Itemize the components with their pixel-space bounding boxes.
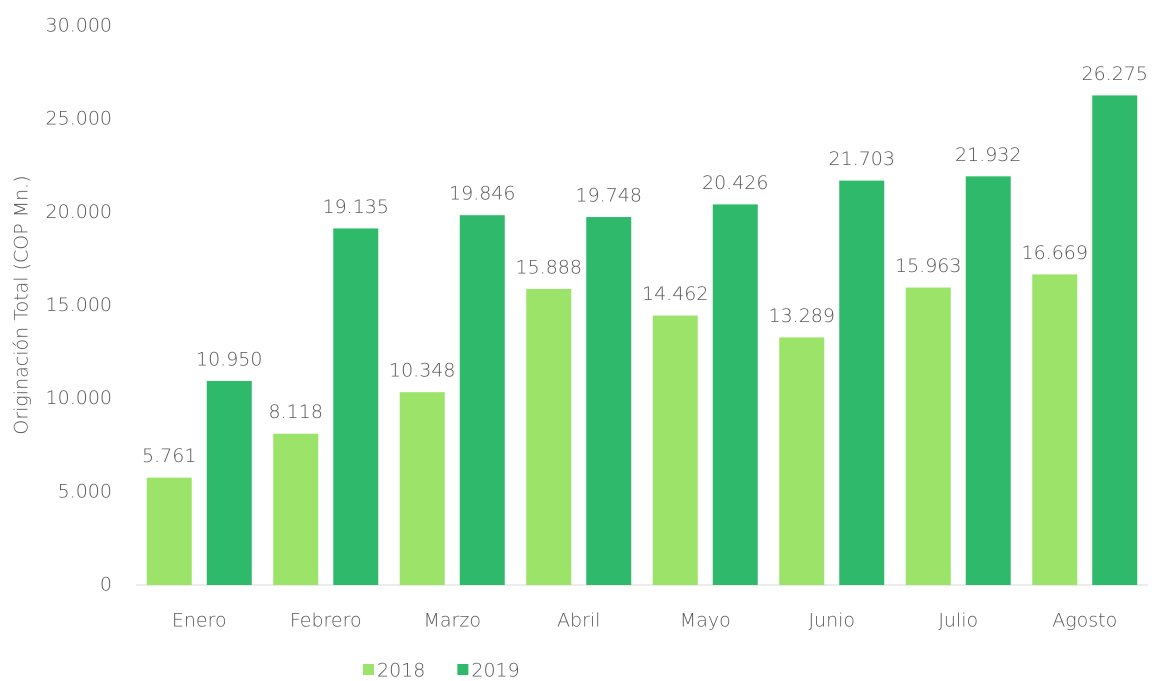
bar <box>146 477 192 585</box>
y-axis-label: Originación Total (COP Mn.) <box>11 175 33 434</box>
x-tick-label: Marzo <box>424 610 481 632</box>
value-label: 21.703 <box>829 148 895 170</box>
y-tick-label: 0 <box>100 574 112 596</box>
value-label: 19.135 <box>323 196 389 218</box>
bar <box>273 433 319 585</box>
bar <box>1032 274 1078 585</box>
value-label: 19.748 <box>576 185 642 207</box>
bar <box>526 288 572 585</box>
legend-swatch <box>457 664 469 675</box>
x-tick-label: Abril <box>557 610 600 632</box>
y-tick-label: 25.000 <box>46 108 112 130</box>
value-label: 26.275 <box>1082 63 1148 85</box>
y-tick-label: 10.000 <box>46 387 112 409</box>
bar <box>712 204 758 585</box>
legend-label: 2019 <box>471 660 519 681</box>
bar <box>206 380 252 585</box>
value-label: 14.462 <box>642 283 708 305</box>
bar <box>652 315 698 585</box>
legend-label: 2018 <box>377 660 425 681</box>
x-tick-label: Enero <box>172 610 227 632</box>
value-label: 15.963 <box>895 255 961 277</box>
value-label: 21.932 <box>955 144 1021 166</box>
y-tick-label: 20.000 <box>46 201 112 223</box>
value-label: 19.846 <box>449 183 515 205</box>
bar <box>965 176 1011 585</box>
bar <box>333 228 379 585</box>
bar <box>905 287 951 585</box>
value-label: 8.118 <box>269 401 323 423</box>
x-tick-label: Agosto <box>1052 610 1117 632</box>
x-tick-label: Mayo <box>680 610 731 632</box>
bar <box>399 392 445 585</box>
value-label: 10.950 <box>196 348 262 370</box>
x-tick-label: Febrero <box>290 610 362 632</box>
value-label: 15.888 <box>516 256 582 278</box>
y-tick-label: 5.000 <box>58 480 112 502</box>
value-label: 13.289 <box>769 305 835 327</box>
value-label: 5.761 <box>142 445 196 467</box>
bar <box>839 180 885 585</box>
legend-swatch <box>363 664 374 675</box>
y-tick-label: 30.000 <box>46 15 112 37</box>
bar <box>1092 95 1138 585</box>
value-label: 10.348 <box>389 360 455 382</box>
x-tick-label: Junio <box>808 610 855 632</box>
bar <box>586 217 632 585</box>
bar <box>779 337 825 585</box>
x-tick-label: Julio <box>938 610 978 632</box>
bar <box>459 215 505 585</box>
value-label: 20.426 <box>702 172 768 194</box>
y-tick-label: 15.000 <box>46 294 112 316</box>
value-label: 16.669 <box>1022 242 1088 264</box>
